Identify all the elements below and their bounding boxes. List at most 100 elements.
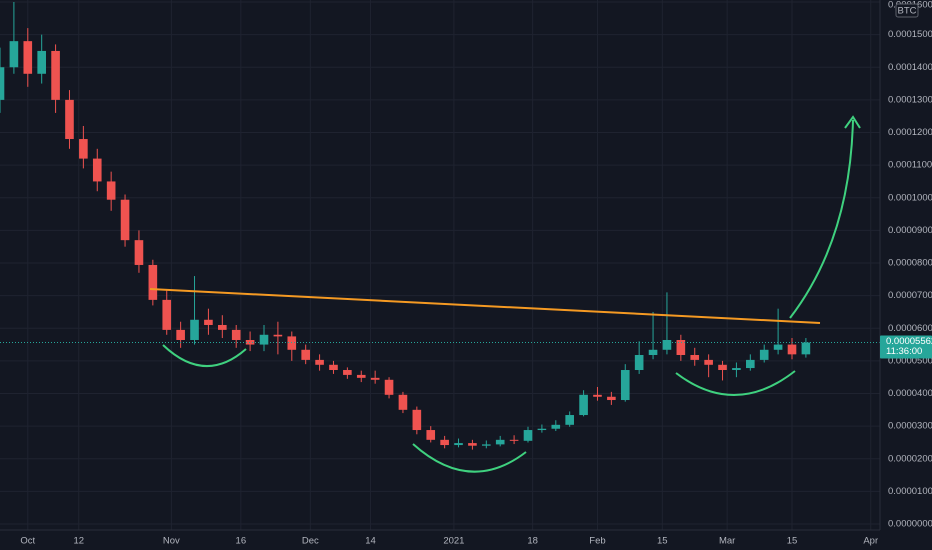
candle-body xyxy=(245,339,255,345)
last-price-box xyxy=(880,335,932,359)
candle-body xyxy=(648,349,658,356)
candle-body xyxy=(759,349,769,360)
candle-body xyxy=(495,439,505,445)
candle-body xyxy=(634,355,644,371)
candle-body xyxy=(106,181,116,200)
candle-body xyxy=(92,158,102,182)
x-tick-label: 18 xyxy=(527,536,538,547)
candle-body xyxy=(787,344,797,355)
x-tick-label: Nov xyxy=(163,536,180,547)
candle-body xyxy=(176,329,185,340)
candle-body xyxy=(37,50,46,74)
candle-body xyxy=(746,359,755,369)
drawings xyxy=(149,115,861,473)
candle-body xyxy=(551,424,561,429)
candle-body xyxy=(537,428,547,431)
x-tick-label: Dec xyxy=(302,536,319,547)
arc xyxy=(412,443,527,473)
candle-body xyxy=(356,374,366,378)
candle-body xyxy=(412,409,422,431)
candle-body xyxy=(732,368,741,371)
trend-line xyxy=(149,288,821,324)
candle-body xyxy=(287,336,297,350)
candle-layer xyxy=(0,2,880,450)
candle-body xyxy=(690,355,700,360)
candle-body xyxy=(134,240,144,265)
candle-body xyxy=(482,444,491,446)
grid-layer xyxy=(0,0,880,530)
candle-body xyxy=(676,339,686,356)
arrow xyxy=(789,119,854,319)
x-tick-label: 15 xyxy=(787,536,798,547)
candle-body xyxy=(454,443,463,446)
x-tick-label: Mar xyxy=(719,536,735,547)
candle-body xyxy=(120,199,130,241)
candle-body xyxy=(51,50,60,100)
candle-body xyxy=(273,334,283,337)
candle-body xyxy=(190,319,199,340)
candle-body xyxy=(620,370,630,401)
candle-body xyxy=(301,349,310,360)
candle-body xyxy=(329,364,338,371)
candle-body xyxy=(565,415,574,425)
candle-body xyxy=(231,329,241,340)
x-tick-label: 16 xyxy=(236,536,247,547)
candle-body xyxy=(315,359,324,365)
candle-body xyxy=(718,364,727,371)
currency-box xyxy=(895,3,919,18)
candle-body xyxy=(23,41,33,74)
candle-body xyxy=(218,324,227,330)
candle-body xyxy=(704,359,713,365)
candle-body xyxy=(343,370,352,375)
x-tick-label: 14 xyxy=(365,536,376,547)
currency: BTC xyxy=(898,6,917,17)
candle-body xyxy=(370,377,380,380)
x-tick-label: 15 xyxy=(657,536,668,547)
candle-body xyxy=(607,396,616,401)
candle-body xyxy=(0,67,5,100)
candle-body xyxy=(468,443,477,446)
x-tick-label: 12 xyxy=(73,536,84,547)
candle-body xyxy=(79,139,88,159)
candle-body xyxy=(509,439,519,441)
x-tick-label: Apr xyxy=(863,536,878,547)
candle-body xyxy=(148,264,158,300)
candle-body xyxy=(9,41,19,68)
candle-body xyxy=(162,299,172,330)
candle-body xyxy=(259,334,269,345)
y-tick-label: 0.00015000 xyxy=(888,29,932,40)
candle-body xyxy=(801,342,811,355)
candle-body xyxy=(593,394,602,397)
candle-body xyxy=(773,344,783,350)
arrow-head xyxy=(844,115,861,129)
candle-body xyxy=(426,430,436,440)
arc xyxy=(675,370,796,396)
candle-body xyxy=(440,439,449,446)
x-tick-label: Oct xyxy=(20,536,35,547)
candle-body xyxy=(204,319,213,325)
candle-body xyxy=(523,430,533,441)
candle-body xyxy=(579,394,588,416)
candle-body xyxy=(398,394,408,410)
candle-body xyxy=(384,379,394,395)
arc xyxy=(162,344,247,368)
candle-body xyxy=(65,99,74,140)
countdown: 11:36:00 xyxy=(886,346,922,357)
candle-body xyxy=(662,339,672,350)
